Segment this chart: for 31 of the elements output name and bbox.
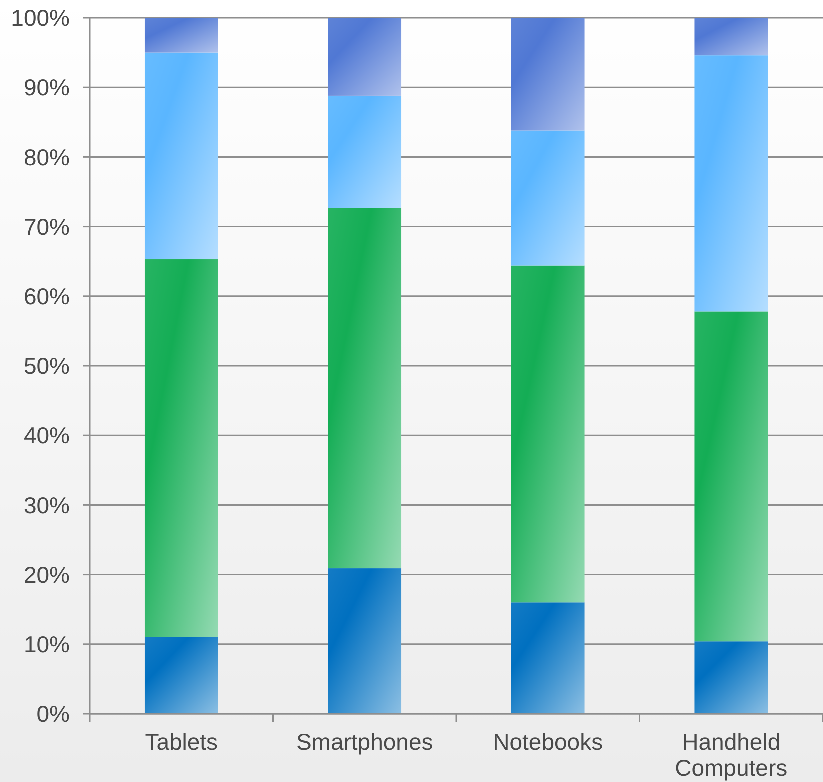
bar (144, 52, 218, 260)
bar (511, 130, 585, 266)
bar (694, 312, 768, 642)
y-tick-label: 90% (24, 74, 70, 101)
y-tick-label: 0% (36, 701, 70, 728)
y-tick-label: 100% (11, 5, 70, 32)
bar (144, 637, 218, 714)
x-tick-label: Handheld Computers (675, 729, 788, 781)
y-tick-label: 40% (24, 422, 70, 449)
y-tick-label: 50% (24, 353, 70, 380)
bar (511, 266, 585, 603)
bar (144, 260, 218, 638)
y-tick-label: 30% (24, 492, 70, 518)
y-tick-label: 10% (24, 631, 70, 658)
bar (694, 56, 768, 312)
bar (328, 18, 402, 96)
y-tick-label: 80% (24, 144, 70, 170)
bar (328, 568, 402, 714)
y-tick-label: 60% (24, 283, 70, 310)
x-tick-label: Notebooks (493, 729, 604, 755)
bar (328, 96, 402, 208)
bar (144, 18, 218, 53)
bar (694, 642, 768, 714)
y-tick-label: 70% (24, 214, 70, 240)
x-tick-label: Smartphones (296, 729, 434, 755)
bar (511, 602, 585, 714)
bar (694, 18, 768, 56)
y-tick-label: 20% (24, 562, 70, 588)
bar (328, 208, 402, 569)
x-tick-label: Tablets (145, 729, 218, 755)
bar (511, 18, 585, 131)
